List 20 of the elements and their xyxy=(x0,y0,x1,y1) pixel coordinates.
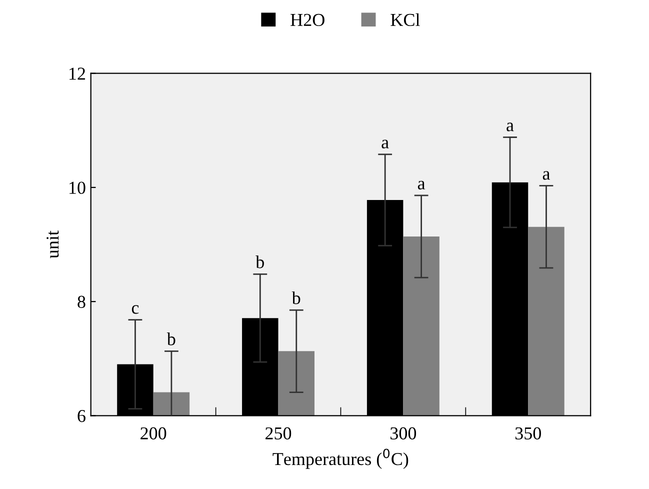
legend-label: KCl xyxy=(390,13,420,26)
data-label: c xyxy=(132,305,139,314)
x-axis-title: Temperatures ($^{0}$C) xyxy=(272,448,408,469)
x-tick-label: 250 xyxy=(266,427,292,440)
data-label: b xyxy=(166,332,176,346)
x-tick-label: 200 xyxy=(140,427,166,440)
data-label: a xyxy=(542,171,550,180)
y-tick-label: 10 xyxy=(70,182,86,194)
data-label: b xyxy=(292,291,300,304)
y-tick-label: 8 xyxy=(78,296,86,308)
y-tick-label: 6 xyxy=(78,410,86,422)
x-tick-label: 300 xyxy=(390,427,416,440)
data-label: a xyxy=(418,180,426,190)
legend-label: H2O xyxy=(290,14,324,26)
data-label: b xyxy=(256,256,264,268)
y-axis-title: unit xyxy=(46,230,59,258)
x-tick-label: 350 xyxy=(515,427,541,440)
data-label: a xyxy=(382,140,389,148)
y-tick-label: 12 xyxy=(70,68,86,80)
data-label: a xyxy=(506,122,514,132)
